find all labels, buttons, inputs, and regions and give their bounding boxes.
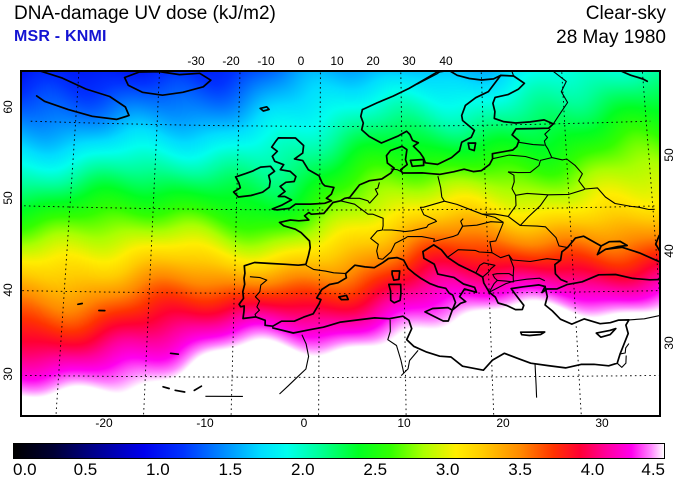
right-axis-tick-40: 40 <box>661 244 676 258</box>
left-axis-tick-60: 60 <box>1 100 16 114</box>
colorbar-tick-1-5: 1.5 <box>218 460 243 479</box>
colorbar-tick-2-5: 2.5 <box>363 460 388 479</box>
colorbar-tick-1-0: 1.0 <box>146 460 170 479</box>
colorbar-tick-3-0: 3.0 <box>435 460 460 479</box>
uv-dose-heatmap-canvas <box>22 72 659 415</box>
top-axis-tick-neg20: -20 <box>222 54 240 68</box>
bottom-axis-tick-10: 10 <box>397 416 411 430</box>
uv-dose-colorbar <box>13 443 665 459</box>
coastline-and-graticule-overlay <box>22 72 659 415</box>
top-axis-tick-0: 0 <box>297 54 305 68</box>
date-label: 28 May 1980 <box>556 27 666 48</box>
colorbar-tick-2-0: 2.0 <box>290 460 315 479</box>
top-axis-tick-30: 30 <box>402 54 416 68</box>
bottom-axis-tick-neg20: -20 <box>95 416 113 430</box>
colorbar-tick-3-5: 3.5 <box>508 460 532 479</box>
page-title: DNA-damage UV dose (kJ/m2) <box>14 3 276 24</box>
bottom-axis-tick-20: 20 <box>496 416 510 430</box>
right-axis-tick-50: 50 <box>661 148 676 162</box>
left-axis-tick-30: 30 <box>1 367 16 381</box>
map-plot-area <box>20 70 661 417</box>
sky-condition-label: Clear-sky <box>585 3 666 24</box>
top-axis-tick-20: 20 <box>366 54 380 68</box>
bottom-axis-tick-neg10: -10 <box>196 416 214 430</box>
data-source-label: MSR - KNMI <box>14 28 107 45</box>
colorbar-tick-0-0: 0.0 <box>13 460 37 479</box>
left-axis-tick-50: 50 <box>1 191 16 205</box>
bottom-axis-tick-labels: -20 -10 0 10 20 30 <box>0 416 678 432</box>
colorbar-tick-labels: 0.0 0.5 1.0 1.5 2.0 2.5 3.0 3.5 4.0 4.5 <box>0 460 678 480</box>
top-axis-tick-neg30: -30 <box>187 54 205 68</box>
bottom-axis-tick-30: 30 <box>595 416 609 430</box>
top-axis-tick-labels: -30 -20 -10 0 10 20 30 40 <box>0 54 678 70</box>
colorbar-tick-0-5: 0.5 <box>73 460 98 479</box>
right-axis-tick-30: 30 <box>661 336 676 350</box>
top-axis-tick-10: 10 <box>330 54 344 68</box>
colorbar-tick-4-0: 4.0 <box>580 460 605 479</box>
top-axis-tick-40: 40 <box>439 54 453 68</box>
top-axis-tick-neg10: -10 <box>257 54 275 68</box>
colorbar-tick-4-5: 4.5 <box>641 460 665 479</box>
bottom-axis-tick-0: 0 <box>300 416 308 430</box>
left-axis-tick-40: 40 <box>1 283 16 297</box>
